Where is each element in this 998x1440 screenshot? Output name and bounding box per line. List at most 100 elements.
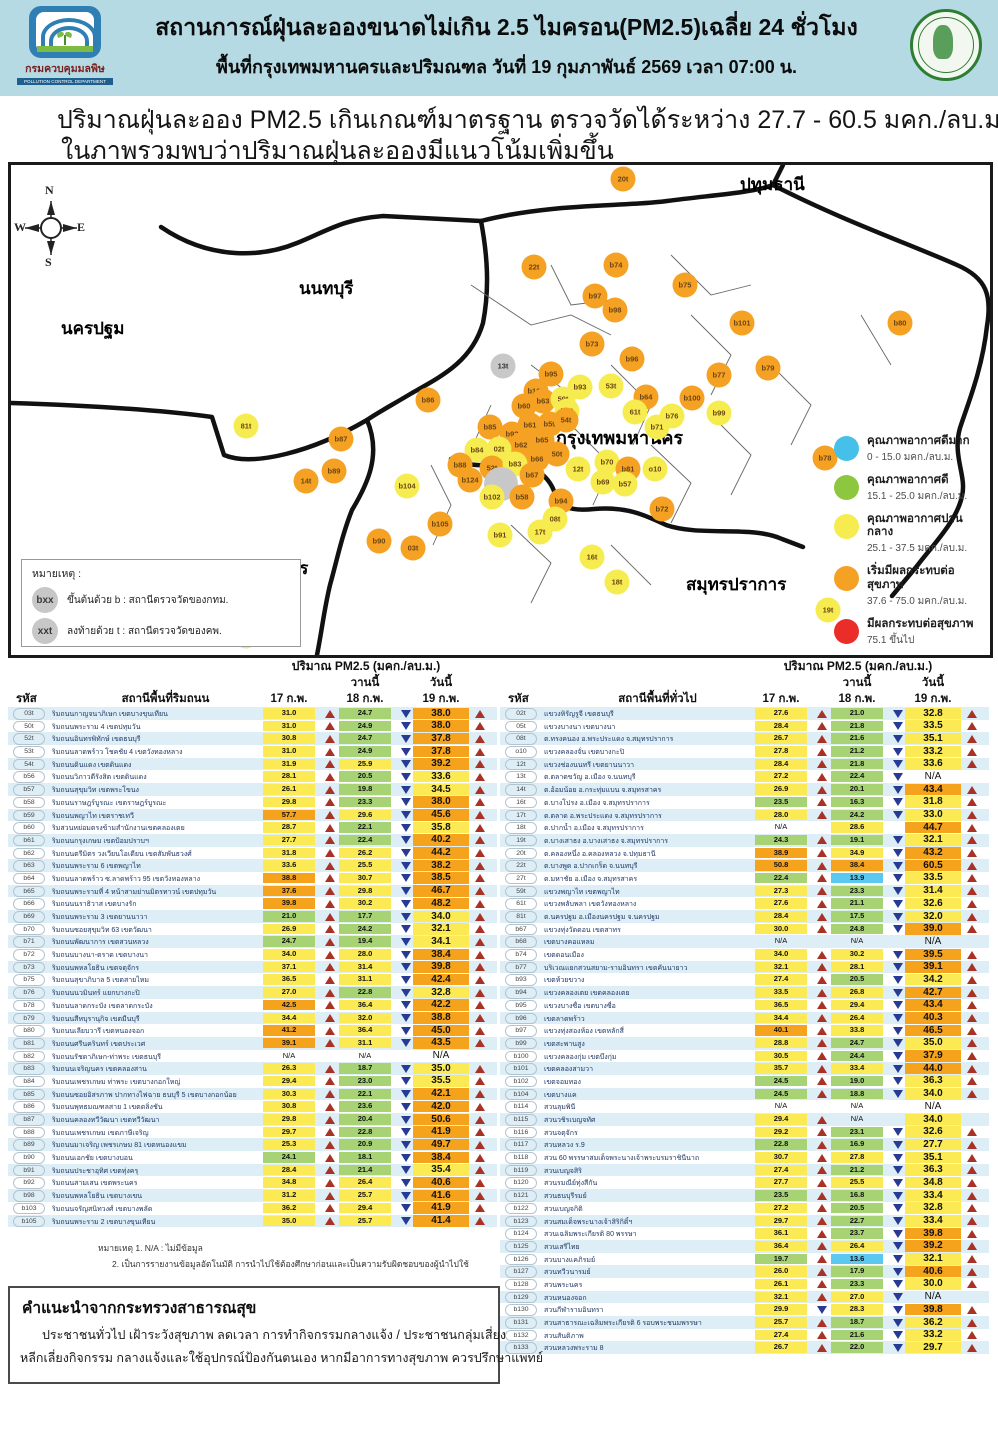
trend-up-icon [967, 823, 977, 832]
trend-up-icon [475, 1204, 485, 1213]
station-code: 17t [505, 809, 537, 821]
pm-value: 20.5 [339, 771, 391, 782]
pm-value: 43.5 [413, 1037, 469, 1049]
pm-value: 30.7 [339, 872, 391, 884]
pm-value: N/A [924, 935, 942, 947]
station-marker-19t: 19t [815, 597, 841, 623]
trend-down-icon [893, 1178, 903, 1187]
pm-value: 35.0 [905, 1037, 961, 1049]
trend-up-icon [817, 798, 827, 807]
station-code: b61 [13, 834, 45, 847]
pm-value: 37.6 [263, 885, 315, 897]
trend-up-icon [967, 1026, 977, 1035]
table-row-b104: b104 เขตบางแค 24.5 18.8 34.0 [500, 1087, 989, 1101]
pm-value: 29.4 [339, 1202, 391, 1214]
pm-value: 13.9 [831, 872, 883, 884]
pm-value: 29.7 [905, 1341, 961, 1354]
legend-range: 25.1 - 37.5 มคก./ลบ.ม. [867, 543, 968, 555]
trend-up-icon [817, 722, 827, 731]
station-name: แขวงบางนา เขตบางนา [544, 723, 616, 731]
station-marker-20t: 20t [610, 166, 636, 192]
pm-value: 26.2 [339, 847, 391, 859]
station-marker-12t: 12t [565, 456, 591, 482]
pm-value: 38.8 [263, 872, 315, 884]
pm-value: 32.1 [905, 1253, 961, 1265]
pm-value: 17.5 [831, 911, 883, 922]
station-marker-22t: 22t [521, 254, 547, 280]
legend-text: เริ่มมีผลกระทบต่อสุขภาพ 37.6 - 75.0 มคก./… [867, 565, 982, 609]
roadside-stations-table: ปริมาณ PM2.5 (มคก./ลบ.ม.) วานนี้ วันนี้ … [8, 655, 497, 1228]
pm-value: 25.7 [339, 1190, 391, 1201]
pm-value: 41.9 [413, 1126, 469, 1138]
table-row-b76: b76 ริมถนนนวมินทร์ แยกบางกะปิ 27.0 22.8 32.8 [8, 986, 497, 999]
pm-value: 30.5 [755, 1050, 807, 1062]
trend-up-icon [475, 1039, 485, 1048]
station-code: 81t [505, 911, 537, 923]
pm-value: 42.5 [263, 999, 315, 1011]
station-marker-17t: 17t [527, 519, 553, 545]
station-code: 54t [13, 758, 45, 771]
trend-up-icon [475, 937, 485, 946]
pm-value: 17.9 [831, 1266, 883, 1277]
trend-up-icon [967, 1077, 977, 1086]
station-code: b62 [13, 847, 45, 860]
station-code: b70 [13, 923, 45, 936]
station-name: สวนบางแคภิรมย์ [544, 1256, 596, 1264]
pm-value: 30.0 [905, 1278, 961, 1290]
table-row-b56: b56 ริมถนนวิภาวดีรังสิต เขตดินแดง 28.1 20.5… [8, 770, 497, 783]
trend-up-icon [967, 1280, 977, 1289]
pm-value: 20.5 [831, 974, 883, 985]
pm-value: 33.0 [905, 809, 961, 821]
legend-dot-icon [834, 513, 859, 539]
trend-down-icon [401, 747, 411, 756]
table-row-b105: b105 ริมถนนพระราม 2 เขตบางขุนเทียน 35.0 25.… [8, 1214, 497, 1228]
station-marker-b77: b77 [706, 362, 732, 388]
trend-up-icon [967, 861, 977, 870]
table-row-b116: b116 สวนจตุจักร 29.2 23.1 32.6 [500, 1126, 989, 1139]
trend-down-icon [401, 937, 411, 946]
note-text: ลงท้ายด้วย t : สถานีตรวจวัดของคพ. [67, 625, 222, 637]
table-row-b131: b131 สวนสาธารณะเฉลิมพระเกียรติ 6 รอบพระชน… [500, 1316, 989, 1329]
trend-up-icon [817, 912, 827, 921]
trend-up-icon [475, 912, 485, 921]
pm-value: 16.8 [831, 1190, 883, 1201]
table-row-b126: b126 สวนบางแคภิรมย์ 19.7 13.6 32.1 [500, 1253, 989, 1266]
pm-value: 21.1 [831, 898, 883, 909]
pm-value: 36.2 [905, 1316, 961, 1328]
legend-text: คุณภาพอากาศปานกลาง 25.1 - 37.5 มคก./ลบ.ม. [867, 513, 982, 557]
pm-value: 41.4 [413, 1215, 469, 1227]
trend-up-icon [967, 1153, 977, 1162]
trend-down-icon [893, 887, 903, 896]
station-col-header: สถานีพื้นที่ทั่วไป [618, 693, 697, 705]
col-17-feb: 17 ก.พ. [762, 693, 800, 705]
station-code: b82 [13, 1050, 45, 1063]
pm-value: 35.0 [263, 1215, 315, 1226]
station-code: 22t [505, 860, 537, 872]
trend-up-icon [475, 1014, 485, 1022]
pm-value: 34.4 [263, 1012, 315, 1023]
station-name: สวนสันติภาพ [544, 1332, 584, 1340]
trend-down-icon [401, 1039, 411, 1048]
trend-up-icon [325, 1191, 335, 1200]
trend-up-icon [967, 1267, 977, 1276]
pm-value: 27.7 [905, 1138, 961, 1151]
table-row-b88: b88 ริมถนนเพชรเกษม เขตภาษีเจริญ 29.7 22.8 41… [8, 1126, 497, 1139]
trend-down-icon [893, 836, 903, 845]
trend-up-icon [325, 1064, 335, 1073]
station-code: b74 [505, 949, 537, 961]
legend-label: คุณภาพอากาศดีมาก [867, 435, 970, 447]
pm-value: 26.1 [755, 1278, 807, 1290]
pcd-logo-icon [29, 6, 101, 58]
pm-value: 33.4 [905, 1215, 961, 1227]
pm-value: 30.2 [831, 949, 883, 960]
pm-value: 19.1 [831, 834, 883, 846]
trend-up-icon [325, 1166, 335, 1175]
legend-label: คุณภาพอากาศปานกลาง [867, 512, 963, 539]
station-marker-b75: b75 [672, 272, 698, 298]
station-code: b131 [505, 1317, 537, 1329]
trend-up-icon [967, 1229, 977, 1238]
trend-up-icon [817, 1090, 827, 1099]
trend-down-icon [893, 963, 903, 972]
station-name: สวนหลวงพระราม 8 [544, 1345, 604, 1353]
pm-value: N/A [774, 936, 788, 946]
